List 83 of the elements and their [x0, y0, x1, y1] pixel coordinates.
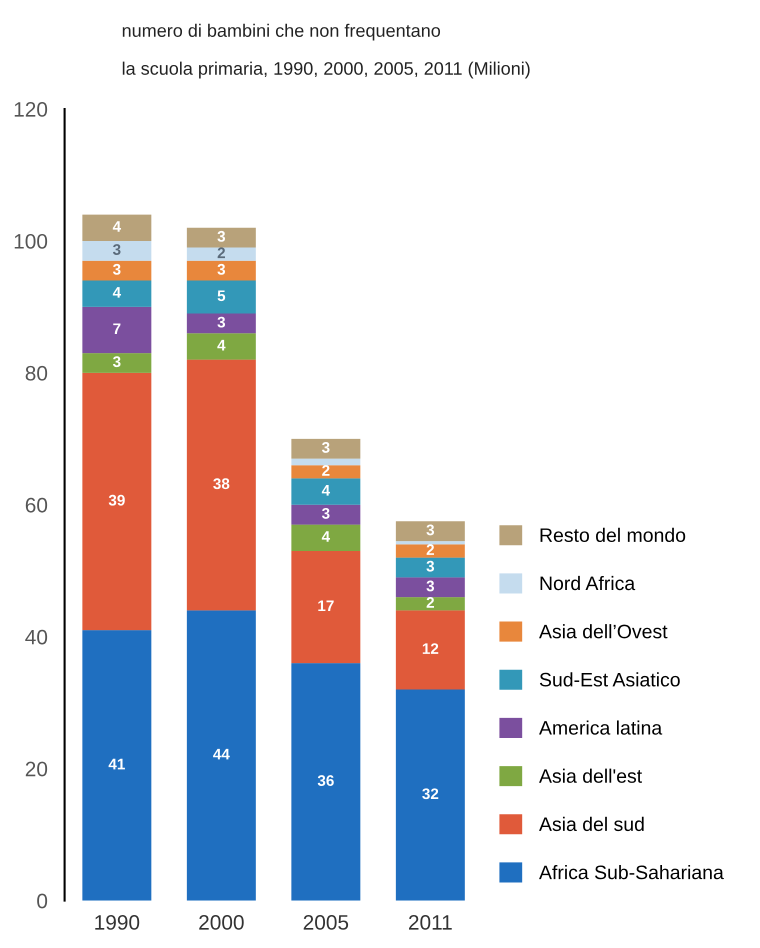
data-label: 3	[426, 524, 434, 536]
data-label: 38	[213, 478, 230, 490]
y-tick-label: 0	[37, 894, 48, 908]
bar	[396, 558, 465, 578]
data-label: 44	[213, 748, 230, 760]
y-tick-label: 80	[26, 366, 48, 381]
data-label: 32	[422, 788, 438, 800]
bar	[291, 438, 360, 459]
data-label: 3	[217, 316, 226, 328]
y-tick-label: 40	[25, 630, 48, 644]
chart-title: numero di bambini che non frequentano	[122, 24, 440, 41]
data-label: 3	[112, 244, 121, 255]
bar	[186, 314, 256, 334]
legend-label: Nord Africa	[540, 576, 636, 590]
data-label: 5	[218, 290, 226, 302]
x-tick-label: 1990	[95, 915, 140, 930]
bar	[82, 280, 152, 307]
bar	[186, 260, 256, 281]
data-label: 3	[217, 230, 226, 242]
bar	[186, 228, 256, 248]
data-label: 2	[322, 465, 330, 476]
bar	[396, 610, 465, 690]
bar	[82, 372, 152, 630]
data-label: 36	[318, 775, 334, 786]
bar	[291, 504, 360, 525]
data-label: 3	[426, 580, 434, 592]
bar	[291, 663, 360, 901]
data-label: 3	[112, 264, 121, 275]
data-label: 2	[426, 544, 434, 555]
data-label: 3	[112, 356, 121, 368]
y-tick-label: 60	[26, 498, 48, 513]
bar	[396, 541, 465, 544]
bar	[82, 630, 152, 901]
bar	[396, 597, 465, 610]
bar	[186, 333, 256, 360]
data-label: 4	[112, 287, 122, 298]
data-label: 7	[113, 323, 120, 334]
bar	[82, 306, 152, 354]
bar	[82, 353, 152, 373]
legend-label: Africa Sub-Sahariana	[539, 864, 724, 880]
bar	[396, 577, 465, 598]
bar	[291, 524, 360, 551]
bar	[291, 458, 360, 466]
bar	[396, 690, 465, 901]
y-tick-label: 100	[14, 234, 48, 249]
data-label: 4	[112, 221, 122, 232]
legend-label: America latina	[539, 720, 662, 735]
data-label: 3	[322, 508, 330, 519]
x-tick-label: 2005	[304, 915, 348, 930]
data-label: 17	[318, 600, 334, 612]
bar	[186, 248, 256, 261]
legend-label: Asia dell'est	[539, 768, 642, 783]
legend-label: Asia dell’Ovest	[539, 624, 668, 638]
legend-label: Asia del sud	[539, 816, 644, 832]
data-label: 39	[108, 494, 125, 506]
data-label: 3	[426, 560, 434, 572]
bar	[186, 610, 256, 901]
data-label: 4	[322, 531, 330, 542]
bar	[186, 280, 256, 314]
chart-subtitle: la scuola primaria, 1990, 2000, 2005, 2011 (Milioni)	[122, 62, 530, 78]
data-label: 4	[322, 485, 330, 496]
bar	[82, 240, 152, 261]
data-label: 12	[422, 643, 438, 654]
bar	[186, 360, 256, 610]
y-tick-label: 120	[14, 102, 48, 117]
legend-label: Sud-Est Asiatico	[540, 672, 680, 687]
bar	[396, 544, 465, 558]
data-label: 41	[108, 758, 125, 770]
bar	[291, 465, 360, 478]
x-tick-label: 2000	[199, 915, 244, 930]
legend-label: Resto del mondo	[540, 528, 686, 542]
bar	[291, 478, 360, 505]
y-tick-label: 20	[26, 762, 48, 776]
bar	[291, 550, 360, 664]
data-label: 3	[322, 442, 330, 453]
data-label: 3	[217, 264, 226, 275]
data-label: 2	[218, 247, 225, 258]
x-tick-label: 2011	[408, 915, 452, 930]
bar	[396, 521, 465, 542]
bar	[82, 214, 152, 241]
data-label: 2	[426, 597, 434, 608]
bar	[82, 260, 152, 281]
data-label: 4	[217, 340, 226, 350]
